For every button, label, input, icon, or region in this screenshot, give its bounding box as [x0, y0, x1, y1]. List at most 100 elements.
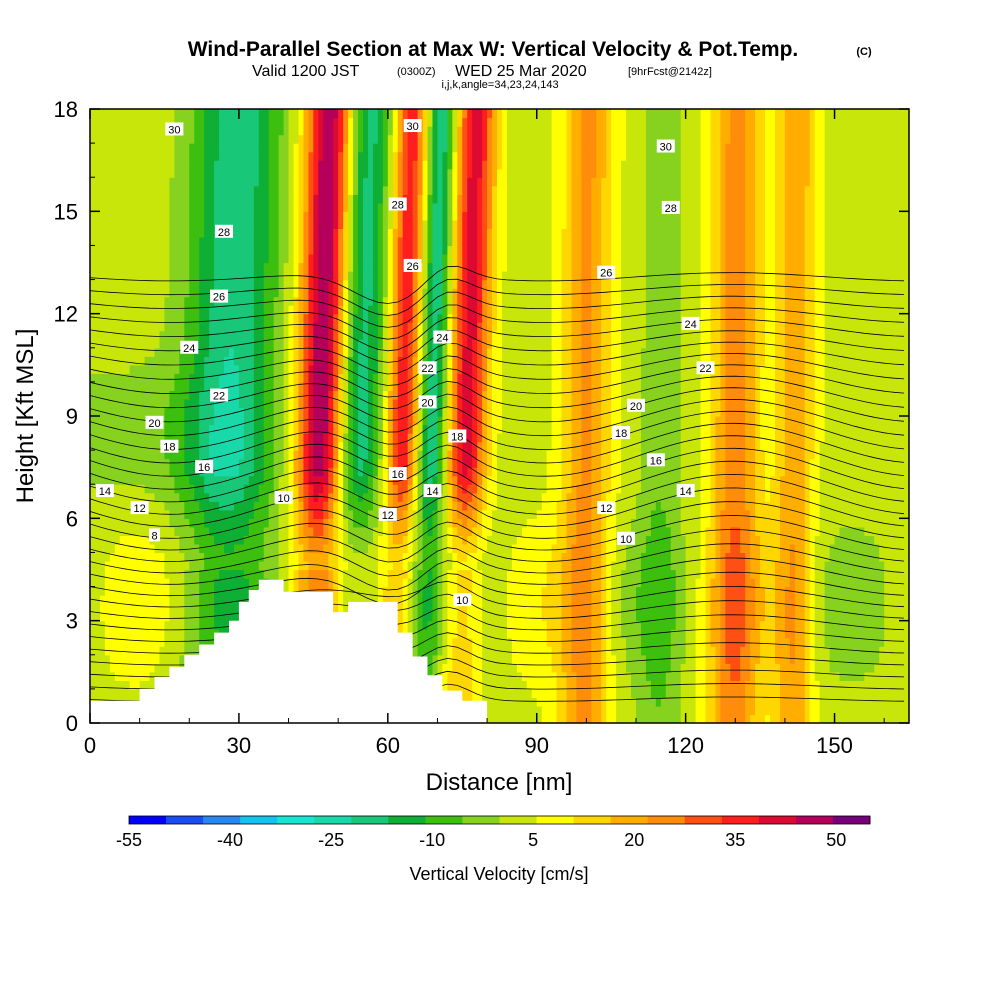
- velocity-cell: [884, 493, 890, 502]
- velocity-cell: [621, 689, 627, 698]
- velocity-cell: [294, 493, 300, 502]
- subtitle-utc: (0300Z): [397, 66, 436, 78]
- velocity-cell: [219, 570, 225, 579]
- velocity-cell: [710, 714, 716, 723]
- velocity-cell: [730, 663, 736, 672]
- velocity-cell: [745, 629, 751, 638]
- velocity-cell: [547, 629, 553, 638]
- velocity-cell: [780, 672, 786, 681]
- velocity-cell: [135, 680, 141, 689]
- velocity-cell: [140, 518, 146, 527]
- velocity-cell: [179, 646, 185, 655]
- velocity-cell: [313, 518, 319, 527]
- velocity-cell: [199, 561, 205, 570]
- velocity-cell: [740, 638, 746, 647]
- velocity-cell: [110, 459, 116, 468]
- velocity-cell: [740, 518, 746, 527]
- velocity-cell: [591, 689, 597, 698]
- velocity-cell: [636, 612, 642, 621]
- velocity-cell: [164, 655, 170, 664]
- velocity-cell: [353, 484, 359, 493]
- velocity-cell: [348, 467, 354, 476]
- velocity-cell: [552, 561, 558, 570]
- velocity-cell: [179, 527, 185, 536]
- velocity-cell: [740, 680, 746, 689]
- velocity-cell: [130, 587, 136, 596]
- velocity-cell: [110, 663, 116, 672]
- velocity-cell: [720, 493, 726, 502]
- velocity-cell: [576, 493, 582, 502]
- velocity-cell: [497, 714, 503, 723]
- velocity-cell: [864, 697, 870, 706]
- velocity-cell: [596, 604, 602, 613]
- velocity-cell: [835, 638, 841, 647]
- velocity-cell: [666, 655, 672, 664]
- velocity-cell: [363, 570, 369, 579]
- velocity-cell: [239, 570, 245, 579]
- velocity-cell: [542, 570, 548, 579]
- velocity-cell: [725, 604, 731, 613]
- velocity-cell: [666, 714, 672, 723]
- velocity-cell: [581, 570, 587, 579]
- velocity-cell: [269, 570, 275, 579]
- velocity-cell: [691, 638, 697, 647]
- velocity-cell: [333, 501, 339, 510]
- velocity-cell: [169, 527, 175, 536]
- velocity-cell: [279, 535, 285, 544]
- velocity-cell: [780, 612, 786, 621]
- velocity-cell: [691, 689, 697, 698]
- velocity-cell: [527, 570, 533, 579]
- velocity-cell: [512, 501, 518, 510]
- velocity-cell: [169, 587, 175, 596]
- velocity-cell: [691, 544, 697, 553]
- velocity-cell: [889, 697, 895, 706]
- velocity-cell: [815, 501, 821, 510]
- velocity-cell: [879, 552, 885, 561]
- velocity-cell: [100, 680, 106, 689]
- velocity-cell: [532, 493, 538, 502]
- velocity-cell: [710, 621, 716, 630]
- velocity-cell: [775, 535, 781, 544]
- velocity-cell: [90, 459, 96, 468]
- velocity-cell: [785, 552, 791, 561]
- velocity-cell: [735, 697, 741, 706]
- velocity-cell: [155, 638, 161, 647]
- velocity-cell: [889, 518, 895, 527]
- velocity-cell: [849, 672, 855, 681]
- velocity-cell: [537, 697, 543, 706]
- velocity-cell: [755, 595, 761, 604]
- velocity-cell: [487, 689, 493, 698]
- velocity-cell: [874, 510, 880, 519]
- velocity-cell: [864, 655, 870, 664]
- velocity-cell: [755, 467, 761, 476]
- velocity-cell: [785, 706, 791, 715]
- velocity-cell: [522, 714, 528, 723]
- velocity-cell: [646, 484, 652, 493]
- velocity-cell: [368, 518, 374, 527]
- velocity-cell: [899, 587, 905, 596]
- velocity-cell: [606, 595, 612, 604]
- velocity-cell: [164, 604, 170, 613]
- velocity-cell: [879, 587, 885, 596]
- velocity-cell: [289, 476, 295, 485]
- velocity-cell: [164, 646, 170, 655]
- velocity-cell: [601, 663, 607, 672]
- velocity-cell: [765, 672, 771, 681]
- velocity-cell: [373, 535, 379, 544]
- velocity-cell: [631, 570, 637, 579]
- velocity-cell: [656, 646, 662, 655]
- velocity-cell: [313, 552, 319, 561]
- velocity-cell: [745, 697, 751, 706]
- velocity-cell: [864, 714, 870, 723]
- velocity-cell: [889, 595, 895, 604]
- velocity-cell: [547, 561, 553, 570]
- velocity-cell: [636, 552, 642, 561]
- velocity-cell: [537, 612, 543, 621]
- velocity-cell: [189, 510, 195, 519]
- velocity-cell: [805, 638, 811, 647]
- velocity-cell: [567, 510, 573, 519]
- velocity-cell: [537, 689, 543, 698]
- velocity-cell: [621, 467, 627, 476]
- velocity-cell: [447, 484, 453, 493]
- velocity-cell: [596, 672, 602, 681]
